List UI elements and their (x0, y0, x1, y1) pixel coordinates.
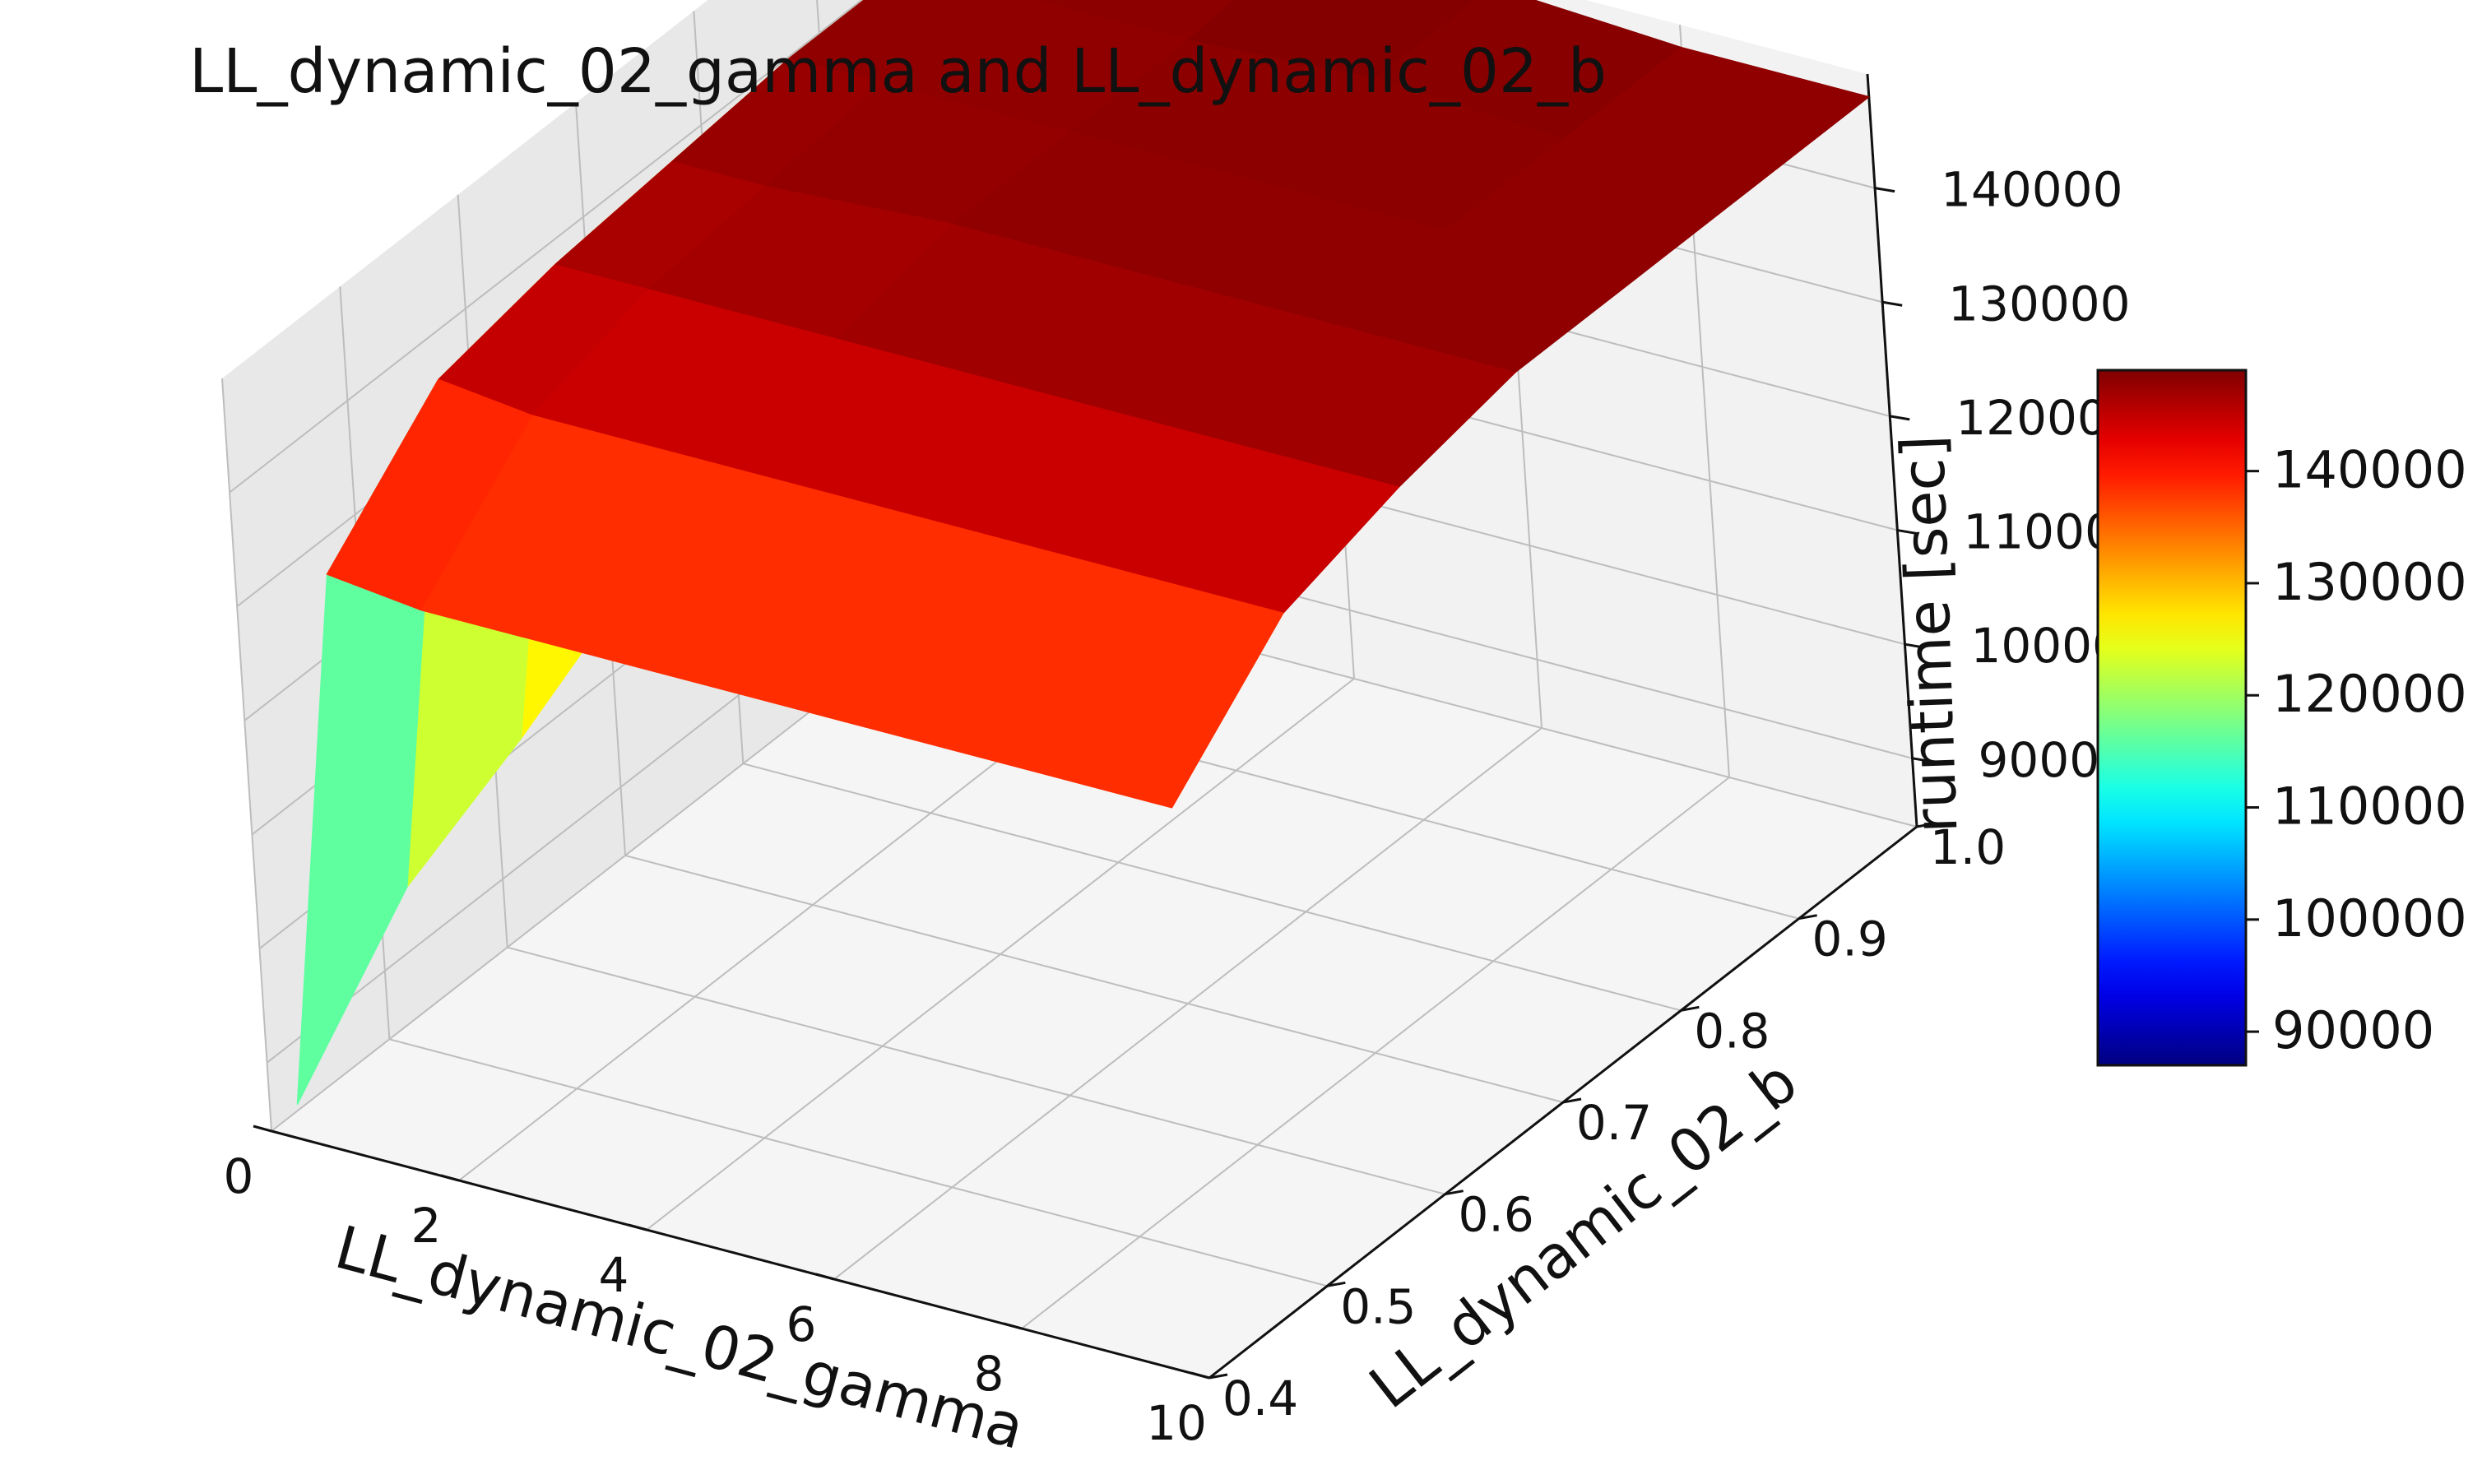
colorbar-tick-label: 140000 (2272, 440, 2467, 500)
z-axis-line (1866, 73, 1918, 828)
grid-line (743, 763, 1682, 1012)
y-tick (1445, 1190, 1464, 1196)
y-tick-label: 1.0 (1930, 819, 2006, 875)
colorbar-tick-label: 110000 (2272, 777, 2467, 837)
x-tick-label: 10 (1146, 1395, 1207, 1451)
z-tick (1881, 300, 1903, 307)
surface-patch (983, 563, 1284, 809)
z-tick (1897, 529, 1918, 536)
z-axis-label: runtime [sec] (1888, 434, 1971, 835)
z-tick (1904, 642, 1925, 649)
y-tick (1681, 1005, 1700, 1012)
colorbar-tick-label: 100000 (2272, 888, 2467, 948)
y-tick (1798, 914, 1817, 921)
chart-title: LL_dynamic_02_gamma and LL_dynamic_02_b (189, 36, 1607, 107)
colorbar: 90000 100000 110000 120000 130000 140000 (2096, 369, 2467, 1067)
z-tick (1874, 187, 1895, 193)
y-tick-label: 0.7 (1576, 1095, 1652, 1151)
x-tick (815, 1273, 835, 1281)
grid-line (221, 378, 272, 1132)
grid-line (389, 1038, 1328, 1287)
y-tick-label: 0.6 (1459, 1187, 1534, 1243)
x-tick-label: 0 (224, 1148, 254, 1204)
x-tick (1003, 1322, 1023, 1330)
x-tick-label: 6 (786, 1296, 817, 1352)
x-tick-label: 4 (599, 1247, 629, 1303)
y-tick (1562, 1097, 1582, 1104)
y-tick (1208, 1373, 1228, 1380)
grid-line (624, 855, 1564, 1103)
y-tick-label: 0.5 (1340, 1278, 1416, 1334)
z-tick-label: 130000 (1948, 276, 2130, 332)
y-tick-label: 0.9 (1812, 911, 1888, 967)
colorbar-scale (2096, 369, 2248, 1067)
x-tick-label: 8 (974, 1346, 1004, 1402)
x-tick (440, 1174, 460, 1182)
x-tick (628, 1223, 647, 1231)
colorbar-tick-label: 120000 (2272, 664, 2467, 724)
z-tick (1890, 415, 1910, 421)
grid-line (507, 946, 1445, 1195)
y-tick (1327, 1281, 1346, 1287)
colorbar-tick-label: 130000 (2272, 552, 2467, 612)
x-tick (1190, 1371, 1210, 1380)
x-axis-line (271, 1129, 1210, 1380)
grid-line (229, 0, 864, 494)
z-tick (1912, 757, 1932, 763)
z-tick-label: 140000 (1941, 162, 2122, 218)
colorbar-tick-label: 90000 (2272, 1000, 2434, 1060)
x-tick-label: 2 (411, 1198, 442, 1254)
y-tick-label: 0.8 (1694, 1003, 1770, 1059)
y-tick (1916, 822, 1936, 828)
y-tick-label: 0.4 (1222, 1370, 1298, 1426)
x-tick (253, 1125, 272, 1133)
